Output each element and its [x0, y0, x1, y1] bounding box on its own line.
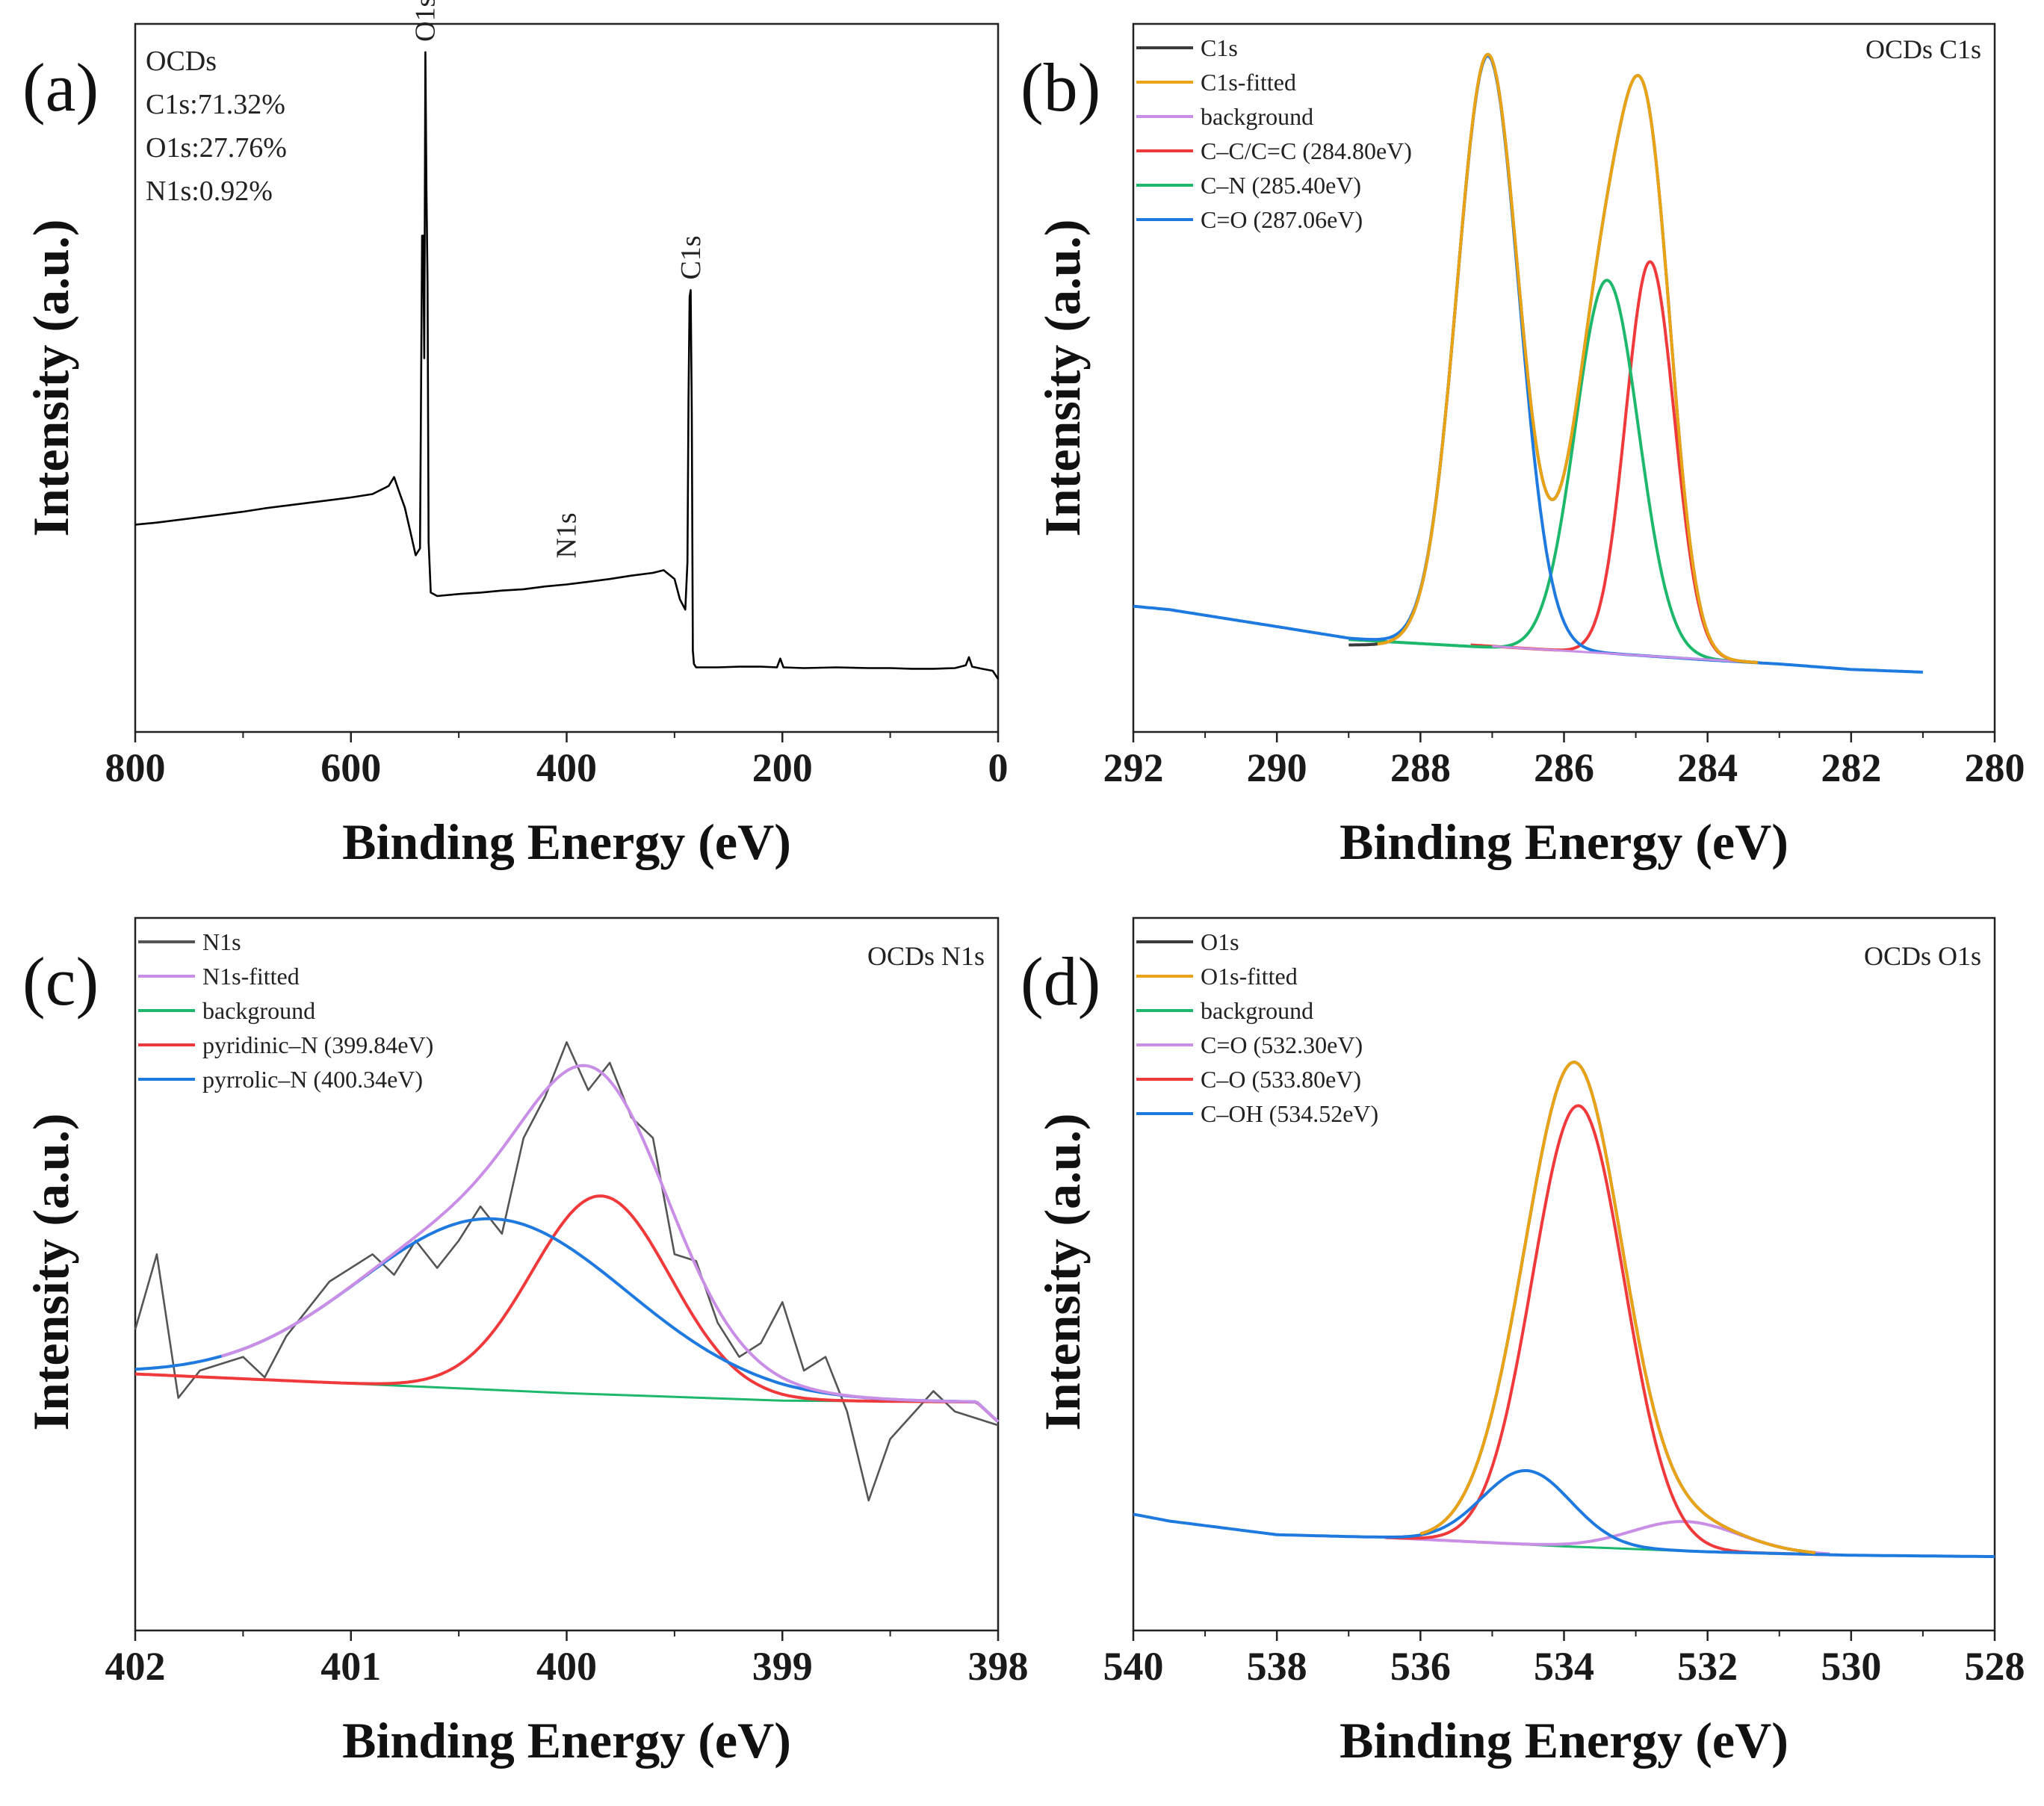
composition-text: C1s:71.32%: [146, 89, 285, 120]
series-line-3: [134, 1217, 1000, 1423]
y-axis-label: Intensity (a.u.): [1034, 1113, 1091, 1430]
series-line-0: [134, 1041, 999, 1502]
series-line-3: [1133, 1469, 1995, 1559]
plot-frame: [1132, 916, 1996, 1632]
legend-label: C=O (532.30eV): [1201, 1031, 1363, 1058]
y-axis-label: Intensity (a.u.): [22, 1113, 79, 1430]
chart-panel-d: 540 538 536 534 532 530 528 Binding Energy (eV)…: [1021, 916, 2025, 1769]
x-tick-label: 282: [1821, 745, 1881, 790]
x-tick-label: 398: [968, 1644, 1029, 1689]
x-tick-label: 280: [1965, 745, 2025, 790]
y-axis-label: Intensity (a.u.): [1034, 219, 1091, 536]
legend-label: C–C/C=C (284.80eV): [1201, 137, 1412, 164]
composition-text: OCDs: [146, 46, 217, 77]
legend-label: O1s-fitted: [1201, 963, 1298, 990]
series-line-5: [1419, 1061, 1815, 1554]
x-tick-label: 538: [1247, 1644, 1307, 1689]
peak-label: C1s: [675, 235, 707, 279]
x-axis-label: Binding Energy (eV): [342, 1712, 791, 1769]
x-tick-label: 402: [105, 1644, 166, 1689]
legend-label: C1s-fitted: [1201, 69, 1296, 96]
legend-label: C–OH (534.52eV): [1201, 1100, 1378, 1127]
x-tick-label: 0: [988, 745, 1009, 790]
x-tick-label: 800: [105, 745, 166, 790]
series-line-0: [134, 51, 1000, 680]
plot-frame: [134, 916, 1000, 1632]
legend-label: pyridinic–N (399.84eV): [202, 1031, 433, 1058]
y-axis-label: Intensity (a.u.): [22, 219, 79, 536]
x-tick-label: 534: [1534, 1644, 1594, 1689]
panel-title: OCDs N1s: [867, 941, 985, 971]
x-tick-label: 600: [320, 745, 381, 790]
x-tick-label: 288: [1390, 745, 1451, 790]
x-tick-label: 399: [752, 1644, 813, 1689]
composition-text: O1s:27.76%: [146, 132, 287, 164]
x-tick-label: 536: [1390, 1644, 1451, 1689]
x-tick-label: 400: [536, 1644, 597, 1689]
panel-title: OCDs O1s: [1864, 941, 1981, 971]
x-tick-label: 200: [752, 745, 813, 790]
legend-label: C–O (533.80eV): [1201, 1066, 1361, 1093]
legend-label: C1s: [1201, 34, 1238, 61]
panel-label: (d): [1021, 943, 1100, 1020]
series-line-3: [1492, 645, 1758, 664]
x-tick-label: 286: [1534, 745, 1594, 790]
panel-label: (c): [22, 943, 99, 1020]
series-line-5: [1377, 53, 1759, 665]
peak-label: O1s: [409, 0, 441, 42]
x-tick-label: 530: [1821, 1644, 1881, 1689]
legend-label: N1s: [202, 928, 241, 955]
legend-label: O1s: [1201, 928, 1239, 955]
series-line-2: [134, 1194, 1000, 1424]
x-axis-label: Binding Energy (eV): [342, 813, 791, 870]
legend-label: C=O (287.06eV): [1201, 206, 1363, 233]
panel-label: (a): [22, 49, 99, 125]
x-axis-label: Binding Energy (eV): [1340, 1712, 1788, 1769]
series-line-2: [1133, 54, 1923, 674]
legend-label: background: [1201, 997, 1313, 1024]
chart-panel-a: 800 600 400 200 0 Binding Energy (eV) Intensit…: [22, 0, 1009, 870]
x-tick-label: 528: [1965, 1644, 2025, 1689]
legend-label: N1s-fitted: [202, 963, 300, 990]
series-line-4: [220, 1064, 1000, 1423]
series-line-0: [1470, 260, 1759, 665]
x-axis-label: Binding Energy (eV): [1340, 813, 1788, 870]
chart-panel-c: 402 401 400 399 398 Binding Energy (eV) Intens…: [22, 916, 1029, 1769]
x-tick-label: 284: [1677, 745, 1738, 790]
peak-label: N1s: [551, 512, 583, 558]
panel-title: OCDs C1s: [1865, 34, 1981, 64]
series-line-1: [1348, 279, 1759, 665]
series-line-2: [1384, 1104, 1830, 1557]
legend-label: C–N (285.40eV): [1201, 172, 1361, 199]
series-line-4: [1419, 1061, 1815, 1554]
x-tick-label: 401: [320, 1644, 381, 1689]
legend-label: pyrrolic–N (400.34eV): [202, 1066, 423, 1093]
x-tick-label: 540: [1103, 1644, 1164, 1689]
legend-label: background: [1201, 103, 1313, 130]
composition-text: N1s:0.92%: [146, 176, 273, 207]
x-tick-label: 290: [1247, 745, 1307, 790]
legend-label: background: [202, 997, 315, 1024]
chart-panel-b: 292 290 288 286 284 282 280 Binding Energy (eV)…: [1021, 22, 2025, 870]
panel-label: (b): [1021, 49, 1100, 125]
x-tick-label: 292: [1103, 745, 1164, 790]
plot-frame: [134, 22, 1000, 733]
x-tick-label: 532: [1677, 1644, 1738, 1689]
x-tick-label: 400: [536, 745, 597, 790]
